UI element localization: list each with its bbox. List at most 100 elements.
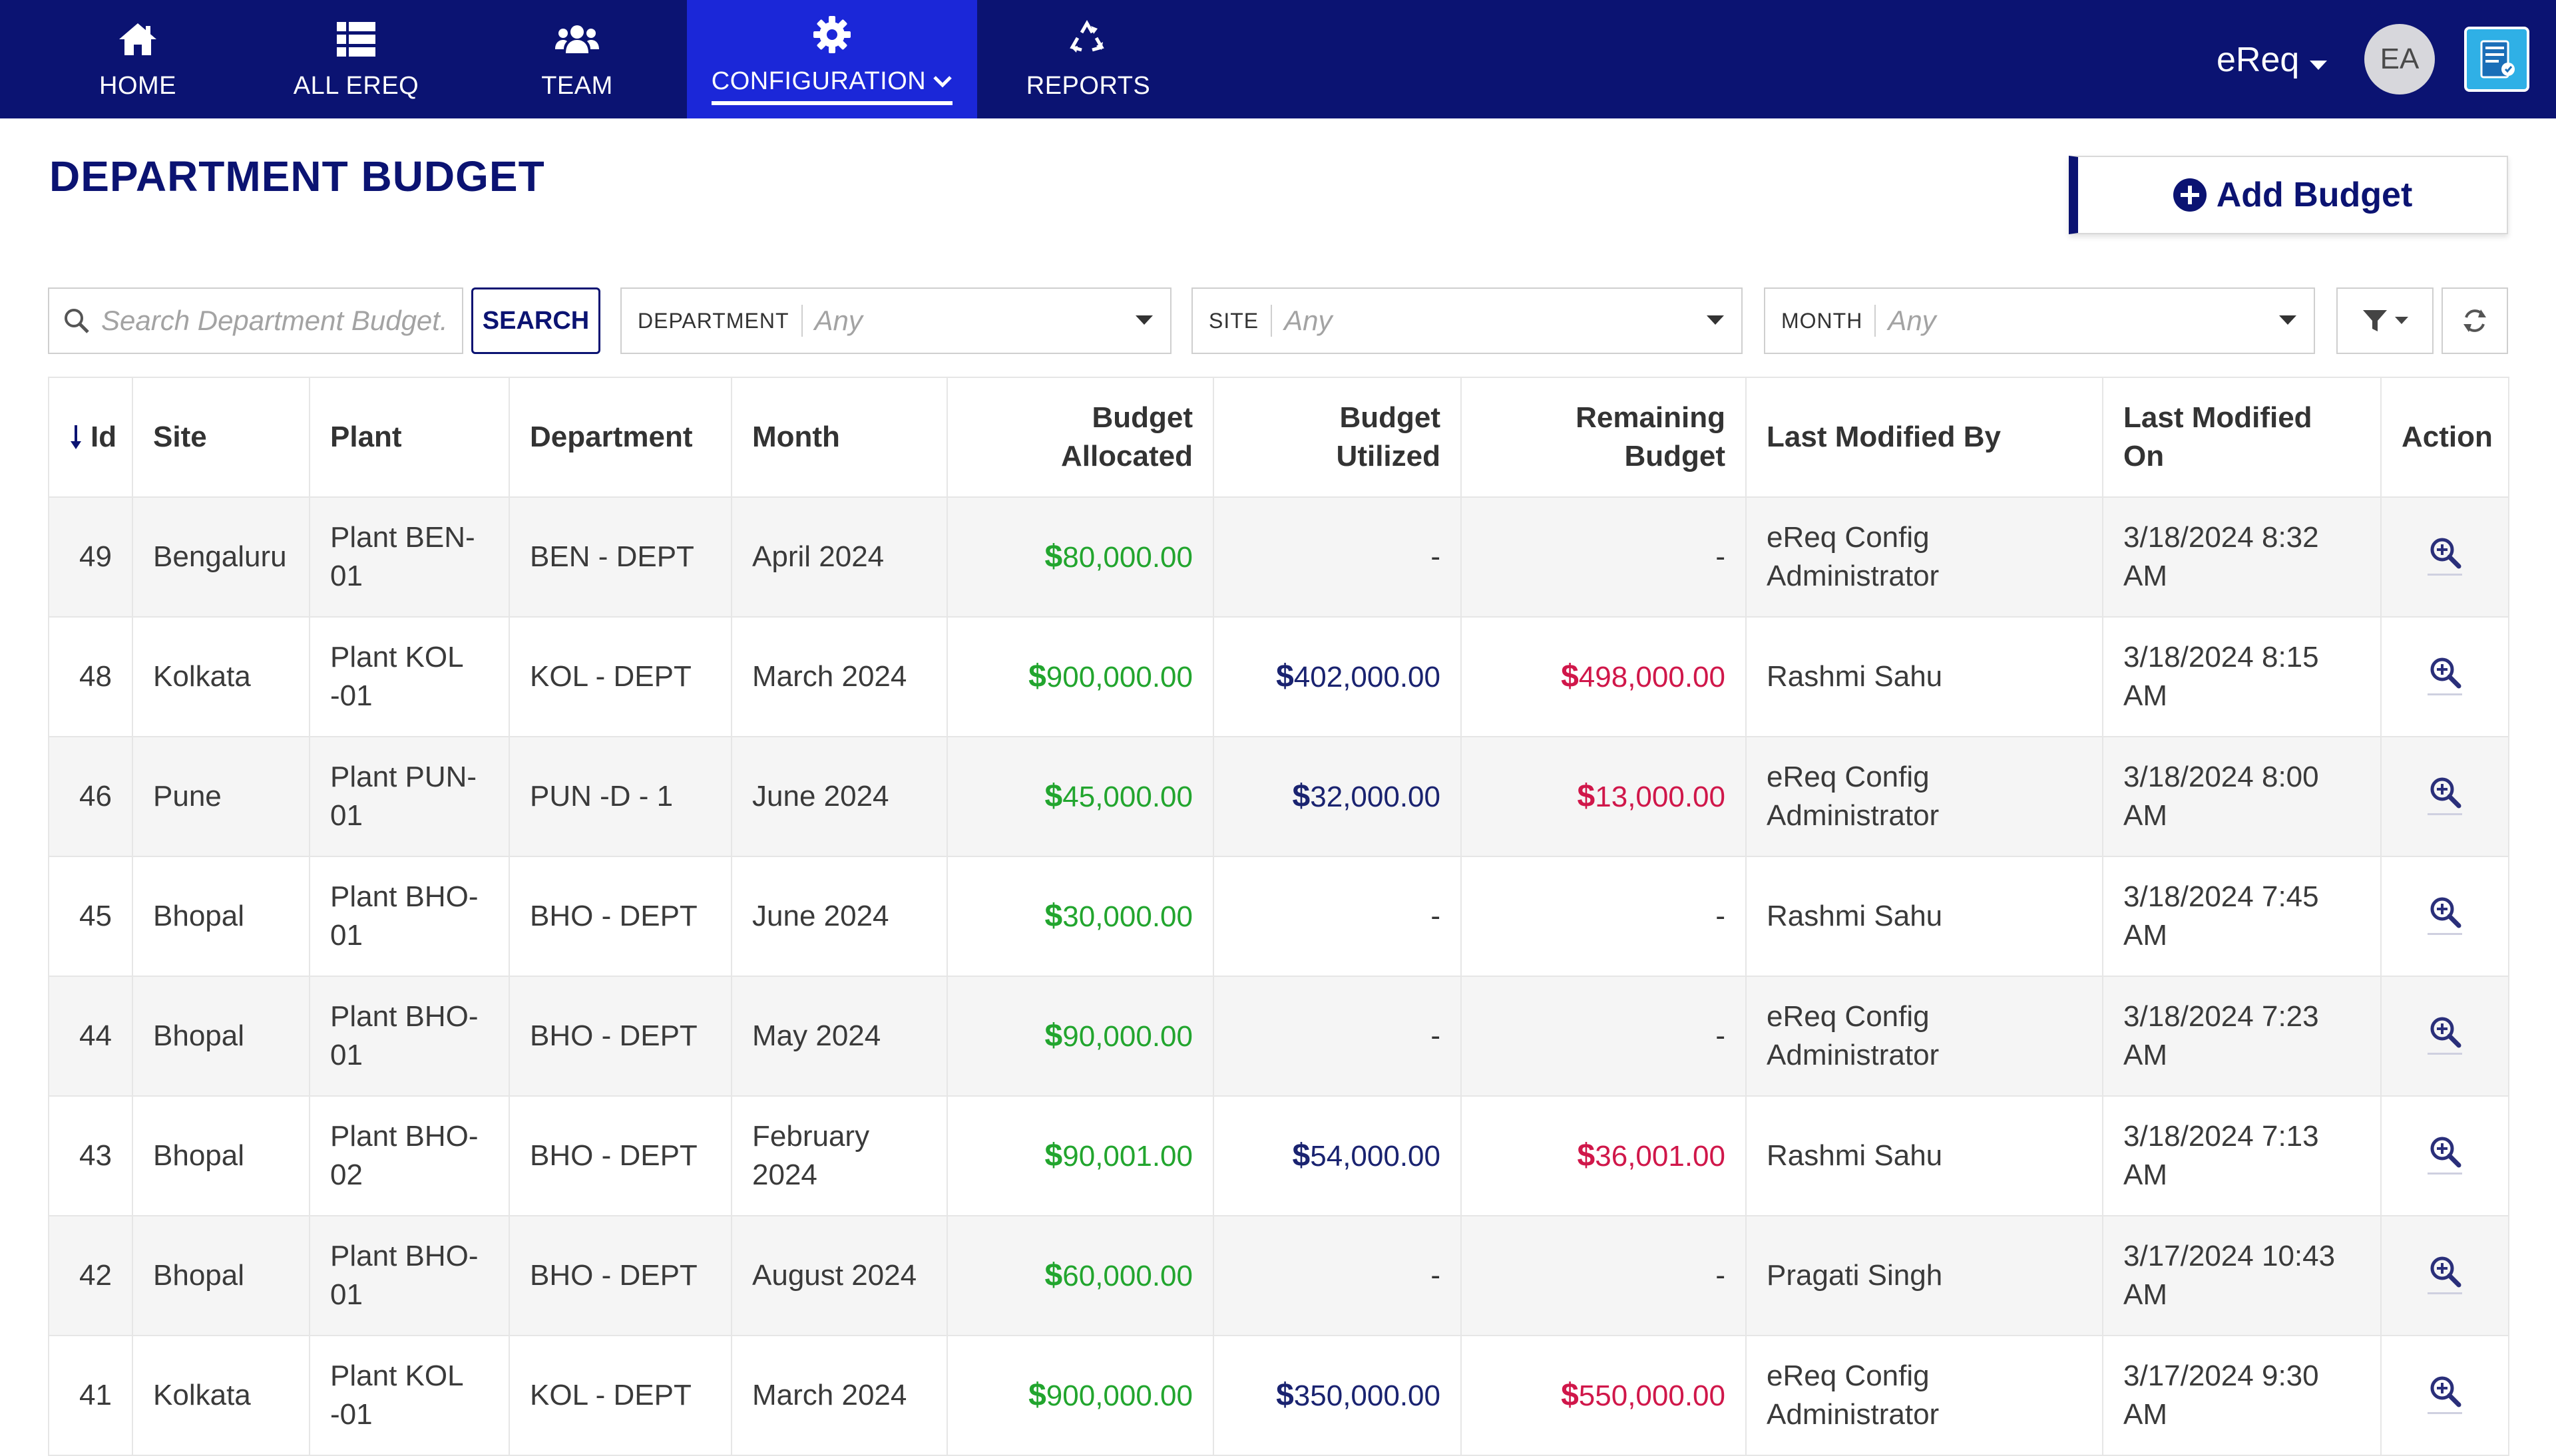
site-cell: Bhopal: [132, 856, 310, 977]
table-body: 49 Bengaluru Plant BEN-01 BEN - DEPT April 2…: [48, 496, 2509, 1456]
zoom-view-icon[interactable]: [2428, 535, 2462, 576]
action-cell: [2380, 496, 2509, 618]
site-cell: Bengaluru: [132, 496, 310, 618]
refresh-button[interactable]: [2442, 287, 2508, 354]
action-cell: [2380, 616, 2509, 737]
chevron-down-icon: [933, 75, 953, 88]
remaining-budget-cell: -: [1460, 976, 1747, 1097]
nav-reports[interactable]: REPORTS: [1026, 0, 1150, 118]
budget-utilized-column-header[interactable]: Budget Utilized: [1213, 377, 1462, 498]
nav-team-label: TEAM: [541, 71, 613, 100]
zoom-view-icon[interactable]: [2428, 1014, 2462, 1055]
budget-utilized-cell: $54,000.00: [1213, 1095, 1462, 1216]
zoom-view-icon[interactable]: [2428, 775, 2462, 815]
action-cell: [2380, 1335, 2509, 1456]
department-column-header[interactable]: Department: [509, 377, 732, 498]
month-filter-label: MONTH: [1781, 305, 1876, 337]
action-cell: [2380, 1215, 2509, 1336]
budget-utilized-cell: -: [1213, 856, 1462, 977]
budget-allocated-cell: $90,001.00: [947, 1095, 1214, 1216]
last-modified-on-cell: 3/18/2024 7:13 AM: [2102, 1095, 2382, 1216]
nav-configuration[interactable]: CONFIGURATION: [687, 0, 977, 118]
search-box: [48, 287, 463, 354]
month-filter[interactable]: MONTH Any: [1764, 287, 2315, 354]
remaining-budget-column-header[interactable]: Remaining Budget: [1460, 377, 1747, 498]
nav-team[interactable]: TEAM: [527, 0, 627, 118]
month-cell: February 2024: [731, 1095, 948, 1216]
zoom-view-icon[interactable]: [2428, 894, 2462, 935]
last-modified-by-cell: eReq Config Administrator: [1745, 1335, 2103, 1456]
last-modified-by-cell: eReq Config Administrator: [1745, 496, 2103, 618]
id-header-label: Id: [91, 421, 117, 453]
last-modified-on-column-header[interactable]: Last Modified On: [2102, 377, 2382, 498]
department-cell: BEN - DEPT: [509, 496, 732, 618]
table-row[interactable]: 43 Bhopal Plant BHO-02 BHO - DEPT February 2…: [48, 1095, 2509, 1216]
nav-home[interactable]: HOME: [81, 0, 194, 118]
add-budget-button[interactable]: Add Budget: [2069, 156, 2508, 234]
add-budget-label: Add Budget: [2216, 176, 2413, 214]
plant-cell: Plant BHO-01: [309, 856, 510, 977]
site-column-header[interactable]: Site: [132, 377, 310, 498]
last-modified-on-cell: 3/17/2024 10:43 AM: [2102, 1215, 2382, 1336]
zoom-view-icon[interactable]: [2428, 1254, 2462, 1294]
department-filter[interactable]: DEPARTMENT Any: [620, 287, 1172, 354]
caret-down-icon: [2310, 40, 2328, 80]
month-cell: March 2024: [731, 1335, 948, 1456]
action-cell: [2380, 736, 2509, 857]
plant-cell: Plant BHO-01: [309, 976, 510, 1097]
search-button[interactable]: SEARCH: [471, 287, 600, 354]
user-menu-label: eReq: [2217, 41, 2300, 79]
remaining-budget-cell: -: [1460, 1215, 1747, 1336]
id-column-header[interactable]: Id: [48, 377, 133, 498]
table-row[interactable]: 44 Bhopal Plant BHO-01 BHO - DEPT May 2024 $9…: [48, 976, 2509, 1097]
funnel-icon: [2362, 307, 2388, 334]
last-modified-by-column-header[interactable]: Last Modified By: [1745, 377, 2103, 498]
budget-allocated-cell: $45,000.00: [947, 736, 1214, 857]
last-modified-by-cell: Rashmi Sahu: [1745, 616, 2103, 737]
month-cell: June 2024: [731, 736, 948, 857]
budget-allocated-cell: $80,000.00: [947, 496, 1214, 618]
search-input[interactable]: [100, 304, 449, 337]
budget-utilized-cell: -: [1213, 976, 1462, 1097]
user-menu[interactable]: eReq: [2217, 33, 2328, 87]
nav-configuration-label: CONFIGURATION: [711, 67, 927, 95]
zoom-view-icon[interactable]: [2428, 655, 2462, 695]
app-logo-icon[interactable]: [2464, 27, 2529, 92]
table-row[interactable]: 45 Bhopal Plant BHO-01 BHO - DEPT June 2024 $…: [48, 856, 2509, 977]
plant-column-header[interactable]: Plant: [309, 377, 510, 498]
id-cell: 44: [48, 976, 133, 1097]
zoom-view-icon[interactable]: [2428, 1134, 2462, 1175]
table-row[interactable]: 46 Pune Plant PUN-01 PUN -D - 1 June 2024 $45…: [48, 736, 2509, 857]
department-cell: KOL - DEPT: [509, 1335, 732, 1456]
month-cell: August 2024: [731, 1215, 948, 1336]
id-cell: 42: [48, 1215, 133, 1336]
plant-cell: Plant PUN-01: [309, 736, 510, 857]
table-row[interactable]: 49 Bengaluru Plant BEN-01 BEN - DEPT April 2…: [48, 496, 2509, 618]
plant-cell: Plant KOL -01: [309, 616, 510, 737]
budget-allocated-column-header[interactable]: Budget Allocated: [947, 377, 1214, 498]
id-cell: 45: [48, 856, 133, 977]
nav-reports-label: REPORTS: [1026, 71, 1151, 100]
nav-all-ereq[interactable]: ALL EREQ: [293, 0, 419, 118]
last-modified-on-cell: 3/18/2024 8:15 AM: [2102, 616, 2382, 737]
month-cell: April 2024: [731, 496, 948, 618]
table-row[interactable]: 48 Kolkata Plant KOL -01 KOL - DEPT March 20…: [48, 616, 2509, 737]
site-filter[interactable]: SITE Any: [1191, 287, 1743, 354]
site-filter-value: Any: [1284, 305, 1333, 336]
plant-cell: Plant BHO-02: [309, 1095, 510, 1216]
nav-all-ereq-label: ALL EREQ: [293, 71, 419, 100]
id-cell: 46: [48, 736, 133, 857]
month-column-header[interactable]: Month: [731, 377, 948, 498]
remaining-budget-cell: $550,000.00: [1460, 1335, 1747, 1456]
department-filter-label: DEPARTMENT: [638, 305, 803, 337]
page-title: DEPARTMENT BUDGET: [49, 152, 545, 200]
zoom-view-icon[interactable]: [2428, 1373, 2462, 1414]
last-modified-on-cell: 3/18/2024 8:32 AM: [2102, 496, 2382, 618]
advanced-filter-button[interactable]: [2336, 287, 2434, 354]
home-icon: [116, 19, 159, 60]
department-cell: BHO - DEPT: [509, 1095, 732, 1216]
table-row[interactable]: 41 Kolkata Plant KOL -01 KOL - DEPT March 20…: [48, 1335, 2509, 1456]
list-icon: [335, 19, 377, 60]
table-row[interactable]: 42 Bhopal Plant BHO-01 BHO - DEPT August 202…: [48, 1215, 2509, 1336]
avatar[interactable]: EA: [2364, 24, 2435, 94]
